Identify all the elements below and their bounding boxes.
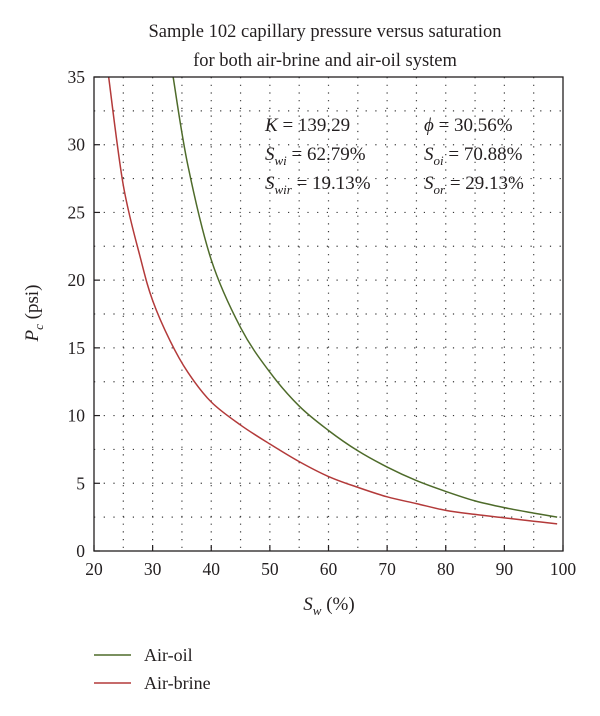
x-tick-label: 30 [144, 559, 162, 579]
x-tick-label: 50 [261, 559, 279, 579]
y-axis-label: Pc (psi) [22, 285, 46, 343]
annotation-swir: Swir = 19.13% [265, 173, 371, 197]
x-tick-label: 90 [496, 559, 514, 579]
series-line-air-brine [107, 77, 558, 525]
y-tick-label: 0 [76, 541, 85, 561]
grid-dots [94, 77, 563, 551]
annotation-swi: Swi = 62.79% [265, 144, 366, 168]
x-tick-label: 20 [85, 559, 103, 579]
chart-title-line-1: Sample 102 capillary pressure versus sat… [149, 22, 502, 42]
series-lines [107, 77, 558, 525]
x-axis-label: Sw (%) [303, 594, 354, 618]
annotation-phi: ϕ = 30.56% [424, 115, 513, 136]
axis-ticks: 20 30 40 50 60 70 80 90 100 0 5 10 15 20 25 30 35 [68, 67, 577, 579]
annotation-sor: Sor = 29.13% [424, 173, 524, 197]
y-tick-label: 20 [68, 270, 86, 290]
y-tick-label: 10 [68, 406, 86, 426]
y-tick-label: 35 [68, 67, 86, 87]
y-tick-label: 15 [68, 338, 86, 358]
chart-title: Sample 102 capillary pressure versus sat… [149, 22, 502, 71]
y-axis-label-text: Pc (psi) [22, 285, 46, 343]
x-tick-label: 80 [437, 559, 455, 579]
annotation-soi: Soi = 70.88% [424, 144, 523, 168]
legend-label-air-brine: Air-brine [144, 673, 211, 693]
y-tick-label: 5 [76, 473, 85, 493]
legend: Air-oil Air-brine [94, 645, 211, 693]
annotation-k: K = 139.29 [264, 115, 350, 136]
chart-title-line-2: for both air-brine and air-oil system [193, 51, 457, 71]
parameter-annotations: K = 139.29 ϕ = 30.56% Swi = 62.79% Soi =… [264, 115, 524, 197]
series-line-air-oil [172, 77, 558, 518]
y-tick-label: 25 [68, 202, 86, 222]
x-axis-label-text: Sw (%) [303, 594, 354, 618]
x-tick-label: 60 [320, 559, 338, 579]
legend-label-air-oil: Air-oil [144, 645, 193, 665]
x-tick-label: 40 [203, 559, 221, 579]
y-tick-label: 30 [68, 135, 86, 155]
x-tick-label: 70 [378, 559, 396, 579]
x-tick-label: 100 [550, 559, 577, 579]
